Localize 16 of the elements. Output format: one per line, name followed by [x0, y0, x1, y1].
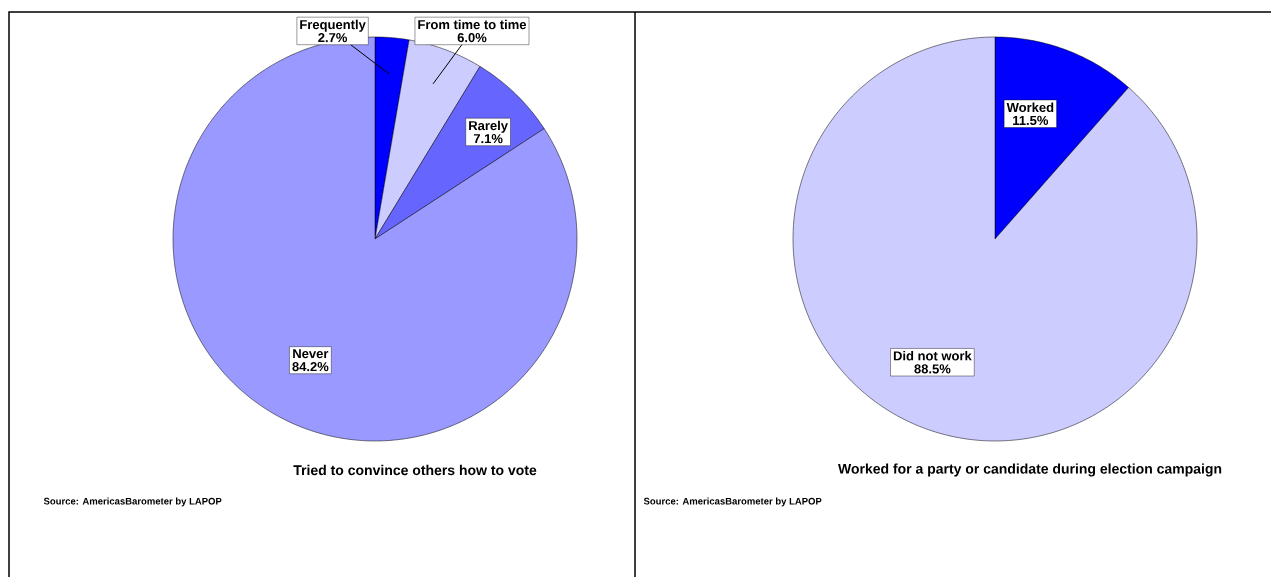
slice-label: Did not work [893, 350, 972, 361]
data-label: 6.0% [457, 33, 487, 43]
data-label: 88.5% [914, 364, 951, 374]
data-label: 7.1% [473, 134, 503, 144]
text: Worked for a party or candidate during election campaign [838, 463, 1222, 477]
source-note: Source: AmericasBarometer by LAPOP [43, 497, 222, 507]
slice-label: Rarely [469, 120, 508, 133]
slice-label: Worked [1006, 102, 1054, 113]
slice-label: Never [293, 349, 329, 359]
slice-label: Frequently [300, 19, 366, 32]
data-label: 84.2% [292, 362, 329, 372]
source-note: Source: AmericasBarometer by LAPOP [643, 497, 822, 507]
data-label: 11.5% [1013, 115, 1049, 126]
text: Tried to convince others how to vote [293, 464, 537, 476]
data-label: 2.7% [318, 33, 348, 43]
slice-label: From time to time [418, 19, 527, 30]
